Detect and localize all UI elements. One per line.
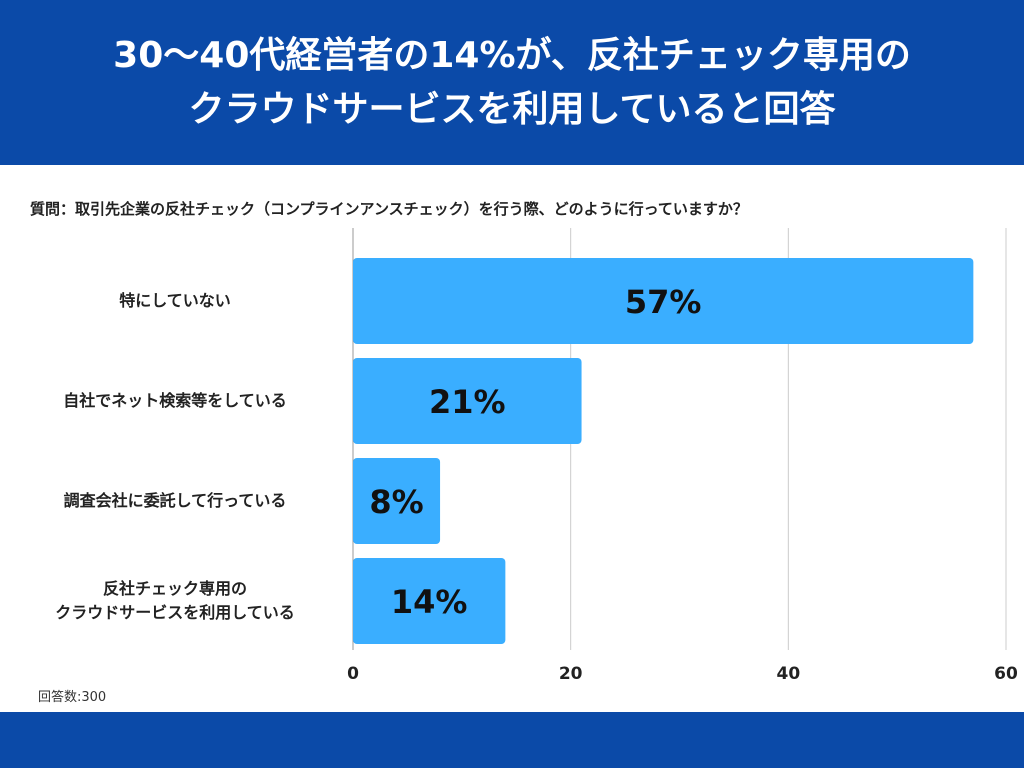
category-label-line: 調査会社に委託して行っている xyxy=(63,491,287,510)
question-text: 質問：取引先企業の反社チェック（コンプラインアンスチェック）を行う際、どのように… xyxy=(30,200,748,218)
category-label: 自社でネット検索等をしている xyxy=(0,389,350,413)
category-label-line: 反社チェック専用の xyxy=(102,579,247,598)
bar xyxy=(353,358,582,444)
x-tick-label: 60 xyxy=(994,664,1018,684)
x-tick-label: 40 xyxy=(776,664,800,684)
data-label: 57% xyxy=(625,283,702,321)
footer-banner xyxy=(0,712,1024,768)
category-label: 反社チェック専用のクラウドサービスを利用している xyxy=(0,577,350,625)
page-title-line-2: クラウドサービスを利用していると回答 xyxy=(188,88,836,130)
category-label: 調査会社に委託して行っている xyxy=(0,489,350,513)
x-tick-label: 0 xyxy=(347,664,359,684)
category-label-line: クラウドサービスを利用している xyxy=(55,603,295,622)
category-label: 特にしていない xyxy=(0,289,350,313)
data-label: 21% xyxy=(429,383,506,421)
response-count: 回答数:300 xyxy=(38,690,107,705)
page-title-line-1: 30〜40代経営者の14%が、反社チェック専用の xyxy=(113,34,911,76)
bar xyxy=(353,558,506,644)
category-label-line: 特にしていない xyxy=(119,291,231,310)
data-label: 14% xyxy=(391,583,468,621)
category-label-line: 自社でネット検索等をしている xyxy=(63,391,287,410)
bar xyxy=(353,458,441,544)
header-banner: 30〜40代経営者の14%が、反社チェック専用の クラウドサービスを利用している… xyxy=(0,0,1024,165)
data-label: 8% xyxy=(369,483,423,521)
bar xyxy=(353,258,974,344)
x-tick-label: 20 xyxy=(559,664,583,684)
